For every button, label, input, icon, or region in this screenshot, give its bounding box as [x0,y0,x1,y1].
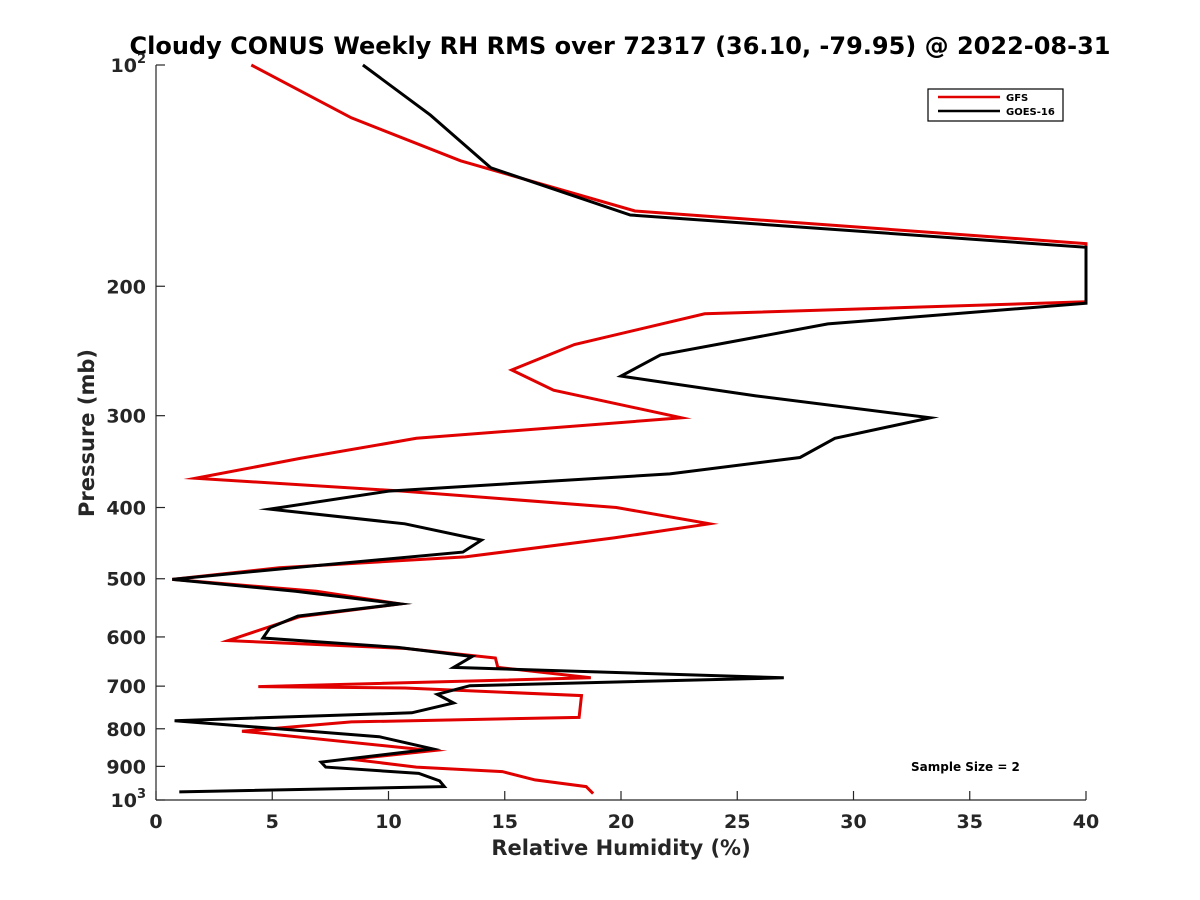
y-tick-label: 103 [111,787,147,812]
y-ticks: 102 200 300 400 500 600 700 800 900 103 [106,52,165,812]
x-ticks: 0 5 10 15 20 25 30 35 40 [149,791,1099,833]
x-tick-label: 35 [957,811,983,833]
y-axis-label: Pressure (mb) [75,349,99,517]
y-tick-label: 700 [106,676,146,698]
series-line-goes16 [172,63,1088,794]
x-tick-label: 10 [375,811,401,833]
x-tick-label: 25 [724,811,750,833]
y-tick-label: 500 [106,569,146,591]
y-tick-label: 900 [106,756,146,778]
legend-box [927,88,1064,122]
series-layer [172,63,1088,795]
x-tick-label: 0 [149,811,162,833]
y-tick-label: 300 [106,406,146,428]
x-tick-label: 40 [1073,811,1099,833]
legend-label-goes16: GOES-16 [1006,107,1055,118]
legend: GFS GOES-16 [927,88,1064,122]
y-tick-label: 600 [106,627,146,649]
chart-title: Cloudy CONUS Weekly RH RMS over 72317 (3… [130,32,1111,60]
y-tick-label: 800 [106,719,146,741]
x-axis-label: Relative Humidity (%) [491,836,750,860]
x-tick-label: 30 [840,811,866,833]
y-tick-label: 400 [106,498,146,520]
axes [155,65,1086,801]
x-tick-label: 20 [608,811,634,833]
series-line-gfs [172,63,1088,795]
y-tick-label: 200 [106,276,146,298]
sample-size-annotation: Sample Size = 2 [911,760,1020,774]
x-tick-label: 15 [492,811,518,833]
legend-label-gfs: GFS [1006,93,1028,104]
x-tick-label: 5 [266,811,279,833]
y-tick-label: 102 [111,52,147,77]
